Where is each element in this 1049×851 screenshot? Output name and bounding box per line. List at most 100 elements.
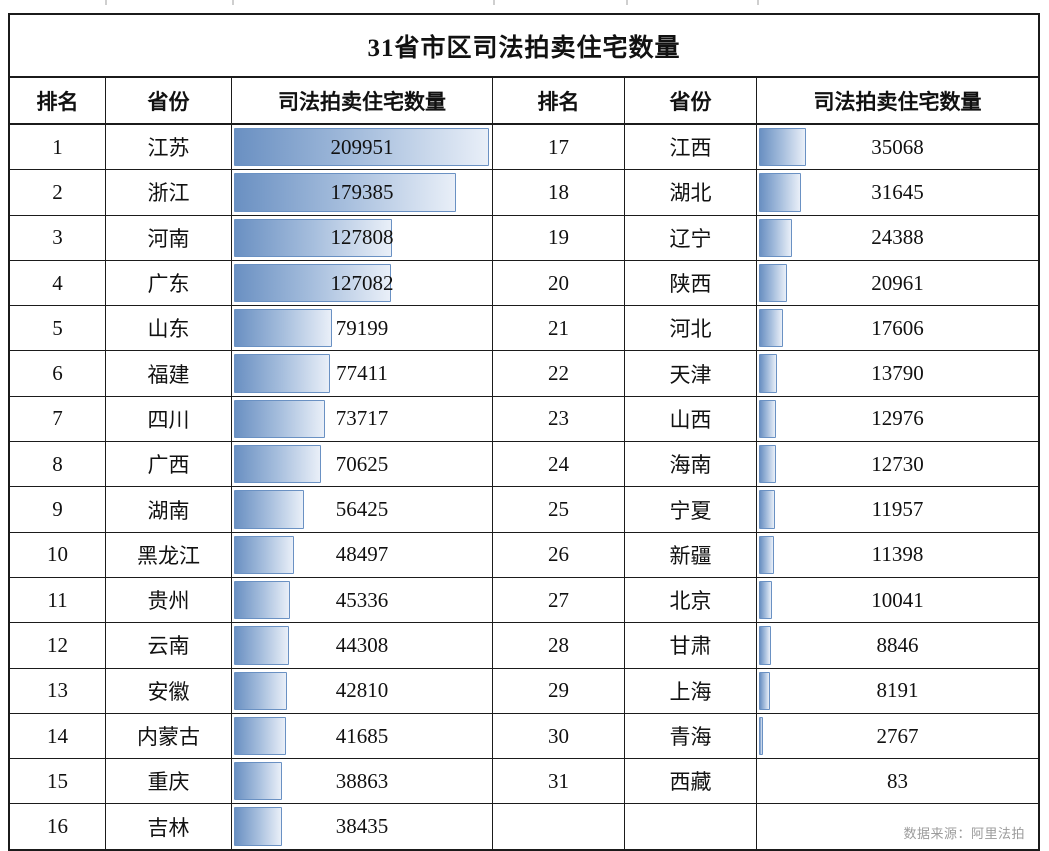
province-cell: 上海: [625, 668, 757, 713]
province-cell: 重庆: [106, 759, 232, 804]
data-bar: [234, 445, 322, 484]
count-value: 8191: [876, 678, 919, 703]
rank-cell: 6: [10, 351, 106, 396]
rank-cell: 11: [10, 577, 106, 623]
table-row: 13 安徽 42810 29 上海 8191: [10, 668, 1038, 714]
count-value: 13790: [871, 361, 924, 386]
table-row: 4 广东 127082 20 陕西 20961: [10, 260, 1038, 307]
count-value: 31645: [871, 179, 924, 204]
rank-cell: 26: [493, 532, 625, 577]
count-value: 2767: [876, 723, 919, 748]
province-cell: 山东: [106, 306, 232, 351]
count-value: 48497: [335, 542, 389, 567]
province-cell: 江苏: [106, 125, 232, 170]
count-value: 73717: [335, 406, 389, 431]
count-cell: 17606: [757, 306, 1038, 350]
province-cell: 黑龙江: [106, 532, 232, 577]
count-value: 12730: [871, 451, 924, 476]
data-bar: [759, 716, 763, 756]
data-bar: [234, 263, 392, 303]
rank-cell: [493, 804, 625, 849]
province-cell: 山西: [625, 396, 757, 442]
rank-cell: 13: [10, 668, 106, 713]
data-bar: [759, 263, 788, 303]
count-value: 42810: [335, 678, 389, 703]
province-cell: 广东: [106, 260, 232, 306]
data-bar: [234, 626, 289, 665]
count-value: 56425: [335, 497, 389, 522]
count-cell: 8846: [757, 623, 1038, 667]
data-bar: [759, 399, 777, 439]
count-value: 79199: [335, 315, 389, 340]
grid-tick: [232, 0, 234, 5]
count-value: 24388: [871, 225, 924, 250]
province-cell: 天津: [625, 351, 757, 396]
province-cell: 西藏: [625, 759, 757, 804]
data-bar: [759, 128, 806, 167]
rank-cell: 3: [10, 215, 106, 260]
data-bar: [759, 490, 775, 529]
province-cell: 贵州: [106, 577, 232, 623]
rank-cell: 4: [10, 260, 106, 306]
rank-cell: 15: [10, 759, 106, 804]
province-cell: 甘肃: [625, 623, 757, 668]
rank-cell: 31: [493, 759, 625, 804]
province-cell: 湖南: [106, 487, 232, 532]
table-row: 12 云南 44308 28 甘肃 8846: [10, 623, 1038, 669]
count-value: 38435: [335, 814, 389, 839]
count-value: 35068: [871, 134, 924, 159]
table-row: 3 河南 127808 19 辽宁 24388: [10, 215, 1038, 261]
count-value: 45336: [335, 587, 389, 612]
header-rank-right: 排名: [493, 78, 625, 123]
rank-cell: 24: [493, 442, 625, 487]
data-bar: [234, 128, 489, 167]
header-count-left: 司法拍卖住宅数量: [232, 78, 493, 123]
rank-cell: 10: [10, 532, 106, 577]
data-bar: [759, 445, 777, 484]
count-value: 44308: [335, 632, 389, 657]
count-value: 41685: [335, 723, 389, 748]
count-cell: 42810: [232, 668, 493, 713]
count-cell: 11957: [757, 487, 1038, 531]
count-cell: 数据来源：阿里法拍: [757, 804, 1038, 848]
count-cell: 70625: [232, 442, 493, 487]
data-bar: [234, 218, 393, 257]
data-bar: [759, 626, 771, 665]
data-source-note: 数据来源：阿里法拍: [903, 825, 1025, 841]
count-cell: 13790: [757, 351, 1038, 395]
count-cell: 31645: [757, 170, 1038, 214]
header-province-left: 省份: [106, 78, 232, 123]
count-cell: 12976: [757, 397, 1038, 441]
count-value: 209951: [330, 134, 394, 159]
province-cell: [625, 804, 757, 849]
table-row: 8 广西 70625 24 海南 12730: [10, 442, 1038, 488]
count-value: 10041: [871, 587, 924, 612]
rank-cell: 12: [10, 623, 106, 668]
grid-tick: [493, 0, 495, 5]
province-cell: 云南: [106, 623, 232, 668]
rank-cell: 29: [493, 668, 625, 713]
header-rank-left: 排名: [10, 78, 106, 123]
count-value: 12976: [871, 406, 924, 431]
rank-cell: 30: [493, 713, 625, 759]
grid-tick: [757, 0, 759, 5]
count-cell: 56425: [232, 487, 493, 532]
data-bar: [759, 580, 773, 620]
data-bar: [234, 807, 282, 846]
count-value: 17606: [871, 315, 924, 340]
table-row: 16 吉林 38435 数据来源：阿里法拍: [10, 804, 1038, 849]
count-value: 179385: [330, 179, 394, 204]
province-cell: 北京: [625, 577, 757, 623]
count-cell: 10041: [757, 578, 1038, 622]
table-row: 11 贵州 45336 27 北京 10041: [10, 577, 1038, 624]
table-row: 10 黑龙江 48497 26 新疆 11398: [10, 532, 1038, 578]
rank-cell: 22: [493, 351, 625, 396]
count-value: 38863: [335, 768, 389, 793]
grid-tick: [626, 0, 628, 5]
province-cell: 河北: [625, 306, 757, 351]
data-bar: [759, 671, 770, 710]
rank-cell: 21: [493, 306, 625, 351]
count-value: 70625: [335, 451, 389, 476]
table-row: 2 浙江 179385 18 湖北 31645: [10, 170, 1038, 216]
count-cell: 209951: [232, 125, 493, 170]
